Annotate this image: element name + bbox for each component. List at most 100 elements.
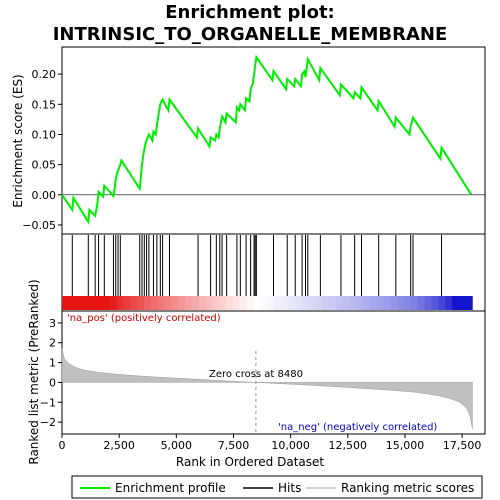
annotation-na-pos: 'na_pos' (positively correlated)	[67, 313, 221, 324]
color-bar-segment	[267, 296, 275, 310]
chart-title-line-2: INTRINSIC_TO_ORGANELLE_MEMBRANE	[53, 24, 448, 45]
hits-panel	[61, 233, 486, 312]
color-bar-segment	[109, 296, 118, 310]
color-bar-segment	[253, 296, 261, 310]
color-bar-segment	[383, 296, 391, 310]
color-bar-segment	[431, 296, 439, 310]
color-bar-segment	[438, 296, 446, 310]
x-tick-label: 12,500	[329, 439, 368, 452]
color-bar-segment	[349, 296, 357, 310]
color-bar-segment	[335, 296, 343, 310]
chart-title-line-1: Enrichment plot:	[165, 2, 335, 23]
color-bar-segment	[404, 296, 412, 310]
color-bar-segment	[410, 296, 419, 310]
x-axis: 0 2,500 5,000 7,500 10,000 12,500 15,000 17,500	[59, 434, 482, 452]
color-bar-segment	[458, 296, 466, 310]
metric-y-tick-label: −2	[40, 416, 56, 429]
metric-y-tick-label: 2	[49, 337, 56, 350]
color-bar-segment	[96, 296, 104, 310]
color-bar-segment	[130, 296, 138, 310]
color-bar-segment	[171, 296, 179, 310]
x-tick-label: 10,000	[271, 439, 310, 452]
es-y-tick-label: −0.05	[22, 219, 56, 232]
color-bar-segment	[123, 296, 131, 310]
ranking-metric-area	[61, 348, 473, 430]
es-y-tick-label: 0.05	[32, 159, 57, 172]
es-y-tick-label: 0.20	[32, 68, 57, 81]
enrichment-profile-line	[61, 54, 473, 225]
color-bar-segment	[376, 296, 384, 310]
x-tick-label: 5,000	[161, 439, 193, 452]
es-y-axis-label: Enrichment score (ES)	[11, 74, 25, 207]
color-bar-segment	[239, 296, 247, 310]
metric-panel-frame	[61, 310, 486, 435]
color-bar-segment	[103, 296, 111, 310]
color-bar-segment	[356, 296, 364, 310]
color-bar-segment	[315, 296, 323, 310]
color-bar-segment	[390, 296, 398, 310]
color-bar-segment	[445, 296, 453, 310]
es-y-tick-label: 0.00	[32, 189, 57, 202]
es-y-tick-label: 0.10	[32, 128, 57, 141]
color-bar-segment	[191, 296, 200, 310]
color-bar-segment	[219, 296, 227, 310]
color-bar-segment	[68, 296, 76, 310]
x-axis-label: Rank in Ordered Dataset	[176, 455, 324, 469]
color-bar-segment	[62, 296, 70, 310]
color-bar-segment	[397, 296, 405, 310]
metric-y-axis-label: Ranked list metric (PreRanked)	[27, 279, 41, 464]
color-bar-segment	[451, 296, 460, 310]
color-bar-segment	[185, 296, 193, 310]
color-bar-segment	[328, 296, 336, 310]
color-bar-segment	[82, 296, 90, 310]
metric-y-tick-label: 3	[49, 317, 56, 330]
x-tick-label: 15,000	[386, 439, 425, 452]
color-bar-segment	[198, 296, 206, 310]
color-bar-segment	[157, 296, 165, 310]
color-bar-segment	[465, 296, 473, 310]
legend-metric-label: Ranking metric scores	[341, 481, 474, 495]
color-bar-segment	[89, 296, 97, 310]
color-bar-segment	[260, 296, 268, 310]
color-bar-segment	[424, 296, 432, 310]
metric-panel: −2 −1 0 1 2 3 'na_pos' (positively correlated…	[27, 279, 486, 465]
color-bar-segment	[233, 296, 241, 310]
color-bar-segment	[274, 296, 282, 310]
legend: Enrichment profile Hits Ranking metric s…	[71, 475, 483, 499]
es-y-tick-label: 0.15	[32, 98, 57, 111]
color-bar-segment	[164, 296, 172, 310]
metric-y-tick-label: 0	[49, 376, 56, 389]
color-bar-segment	[150, 296, 159, 310]
color-bar-segment	[301, 296, 309, 310]
x-tick-label: 17,500	[443, 439, 482, 452]
color-bar-segment	[321, 296, 330, 310]
x-tick-label: 0	[59, 439, 66, 452]
annotation-zero-cross: Zero cross at 8480	[209, 369, 303, 380]
x-tick-label: 2,500	[103, 439, 135, 452]
color-bar-segment	[280, 296, 289, 310]
color-bar-segment	[246, 296, 254, 310]
color-bar-segment	[137, 296, 145, 310]
color-bar-segment	[75, 296, 83, 310]
metric-y-tick-label: 1	[49, 357, 56, 370]
color-bar-segment	[226, 296, 234, 310]
color-bar-segment	[342, 296, 350, 310]
metric-y-tick-label: −1	[40, 396, 56, 409]
color-bar-segment	[294, 296, 302, 310]
color-bar-segment	[362, 296, 371, 310]
color-bar-segment	[417, 296, 425, 310]
color-bar-segment	[205, 296, 213, 310]
color-bar-segment	[287, 296, 295, 310]
color-bar-segment	[308, 296, 316, 310]
annotation-na-neg: 'na_neg' (negatively correlated)	[278, 422, 437, 433]
es-panel: −0.05 0.00 0.05 0.10 0.15 0.20 Enrichment sco…	[11, 46, 486, 235]
x-tick-label: 7,500	[218, 439, 250, 452]
legend-hits-label: Hits	[278, 481, 301, 495]
color-bar-segment	[116, 296, 124, 310]
legend-box	[71, 475, 483, 499]
color-bar-segment	[178, 296, 186, 310]
color-bar-segment	[212, 296, 220, 310]
color-bar-segment	[144, 296, 152, 310]
legend-enrichment-label: Enrichment profile	[115, 481, 226, 495]
